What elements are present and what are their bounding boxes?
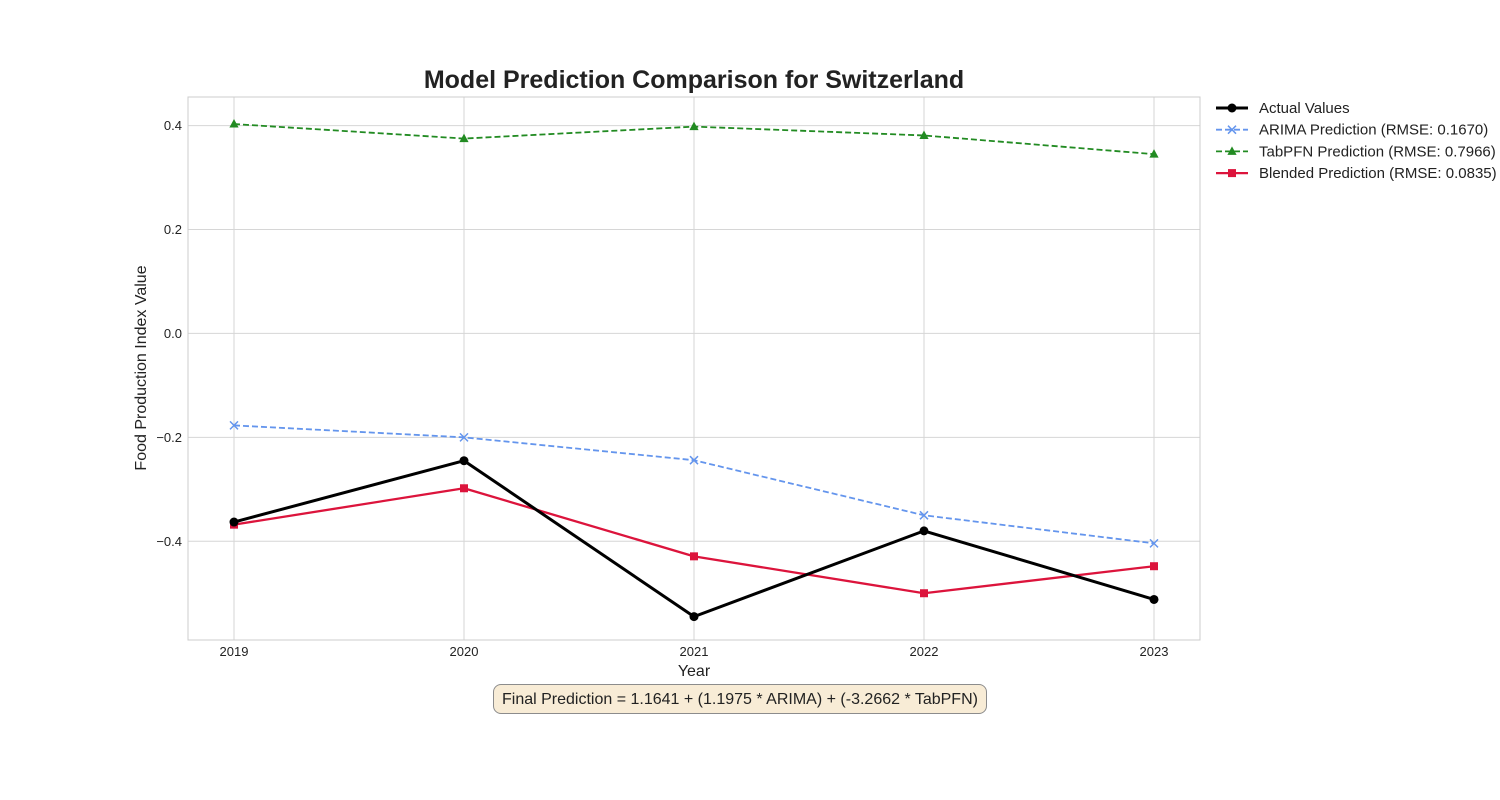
legend-label: TabPFN Prediction (RMSE: 0.7966) bbox=[1259, 143, 1496, 160]
data-point bbox=[1150, 562, 1158, 571]
data-point bbox=[690, 552, 698, 561]
formula-annotation: Final Prediction = 1.1641 + (1.1975 * AR… bbox=[493, 684, 987, 714]
y-tick-label: 0.2 bbox=[164, 222, 182, 237]
legend-marker bbox=[1227, 103, 1237, 113]
y-tick-label: −0.4 bbox=[156, 534, 182, 549]
data-point bbox=[1149, 538, 1159, 548]
tick-labels: 2019 2020 2021 2022 2023 −0.4 −0.2 0.0 0.2 0.4 bbox=[156, 118, 1168, 659]
plot-frame bbox=[187, 96, 1201, 641]
chart-title: Model Prediction Comparison for Switzerl… bbox=[424, 66, 964, 94]
legend-item: Blended Prediction (RMSE: 0.0835) bbox=[1216, 165, 1497, 182]
data-point bbox=[689, 455, 699, 465]
x-tick-label: 2020 bbox=[450, 644, 479, 659]
data-point bbox=[459, 456, 469, 466]
legend-label: Actual Values bbox=[1259, 100, 1350, 117]
data-point bbox=[229, 420, 239, 430]
data-point bbox=[460, 484, 468, 493]
y-axis-label: Food Production Index Value bbox=[133, 265, 150, 470]
legend-item: Actual Values bbox=[1216, 100, 1350, 117]
legend-marker bbox=[1227, 146, 1237, 155]
data-point bbox=[459, 432, 469, 442]
data-point bbox=[919, 526, 929, 536]
x-tick-label: 2019 bbox=[220, 644, 249, 659]
data-point bbox=[459, 133, 469, 143]
data-point bbox=[920, 589, 928, 598]
legend-marker bbox=[1227, 125, 1237, 135]
y-tick-label: −0.2 bbox=[156, 430, 182, 445]
legend-label: ARIMA Prediction (RMSE: 0.1670) bbox=[1259, 122, 1488, 139]
legend-item: ARIMA Prediction (RMSE: 0.1670) bbox=[1216, 122, 1488, 139]
legend: Actual Values ARIMA Prediction (RMSE: 0.1… bbox=[1216, 100, 1497, 182]
x-tick-label: 2022 bbox=[910, 644, 939, 659]
series-triangle bbox=[229, 119, 1159, 158]
series-circle bbox=[229, 456, 1159, 622]
series-x bbox=[229, 420, 1159, 548]
data-point bbox=[919, 130, 929, 139]
y-tick-label: 0.0 bbox=[164, 326, 182, 341]
data-point bbox=[1149, 149, 1159, 158]
legend-marker bbox=[1228, 169, 1236, 178]
data-point bbox=[919, 510, 929, 520]
series-group bbox=[229, 119, 1159, 622]
data-point bbox=[689, 121, 699, 131]
data-point bbox=[229, 119, 239, 128]
data-point bbox=[229, 517, 239, 527]
x-tick-label: 2023 bbox=[1140, 644, 1169, 659]
legend-label: Blended Prediction (RMSE: 0.0835) bbox=[1259, 165, 1497, 182]
y-tick-label: 0.4 bbox=[164, 118, 182, 133]
x-tick-label: 2021 bbox=[680, 644, 709, 659]
data-point bbox=[1149, 594, 1159, 604]
x-axis-label: Year bbox=[678, 663, 711, 680]
legend-item: TabPFN Prediction (RMSE: 0.7966) bbox=[1216, 143, 1496, 160]
data-point bbox=[689, 612, 699, 622]
